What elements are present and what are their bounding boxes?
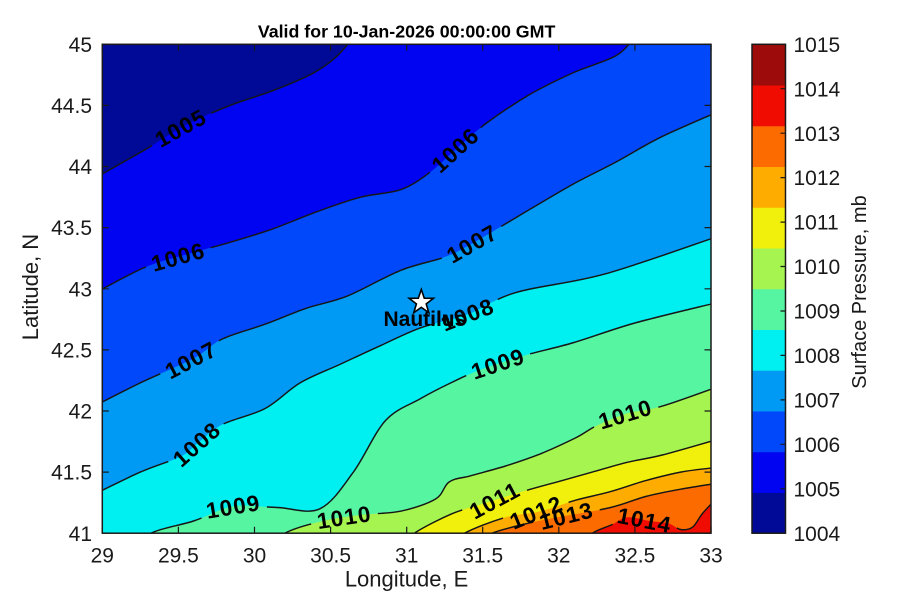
svg-text:41.5: 41.5 [51, 462, 92, 485]
svg-text:31.5: 31.5 [462, 545, 503, 568]
svg-text:1004: 1004 [794, 523, 841, 546]
svg-text:29.5: 29.5 [158, 545, 199, 568]
svg-text:Surface Pressure, mb: Surface Pressure, mb [849, 195, 871, 388]
svg-text:Valid for 10-Jan-2026 00:00:00: Valid for 10-Jan-2026 00:00:00 GMT [258, 22, 556, 42]
svg-text:1010: 1010 [794, 256, 841, 279]
svg-text:Latitude, N: Latitude, N [18, 234, 43, 340]
svg-text:32.5: 32.5 [614, 545, 655, 568]
svg-text:1009: 1009 [794, 301, 841, 324]
svg-text:1014: 1014 [794, 78, 841, 101]
svg-text:1015: 1015 [794, 34, 841, 57]
svg-text:1011: 1011 [794, 212, 839, 235]
svg-text:1008: 1008 [794, 345, 841, 368]
svg-text:30.5: 30.5 [310, 545, 351, 568]
svg-text:1007: 1007 [794, 390, 841, 413]
svg-text:43.5: 43.5 [51, 217, 92, 240]
svg-text:42: 42 [69, 401, 92, 424]
svg-text:30: 30 [243, 545, 266, 568]
svg-text:Longitude, E: Longitude, E [345, 567, 469, 592]
svg-text:29: 29 [91, 545, 114, 568]
svg-text:44: 44 [69, 156, 93, 179]
svg-text:Nautilus: Nautilus [383, 308, 466, 331]
svg-text:31: 31 [395, 545, 418, 568]
svg-text:41: 41 [69, 523, 92, 546]
svg-text:32: 32 [547, 545, 570, 568]
svg-text:1006: 1006 [794, 434, 841, 457]
svg-text:45: 45 [69, 34, 92, 57]
svg-text:44.5: 44.5 [51, 95, 92, 118]
svg-text:1012: 1012 [794, 167, 841, 190]
svg-text:1013: 1013 [794, 123, 841, 146]
svg-text:33: 33 [699, 545, 722, 568]
svg-text:42.5: 42.5 [51, 340, 92, 363]
svg-text:1005: 1005 [794, 478, 841, 501]
svg-text:43: 43 [69, 278, 92, 301]
